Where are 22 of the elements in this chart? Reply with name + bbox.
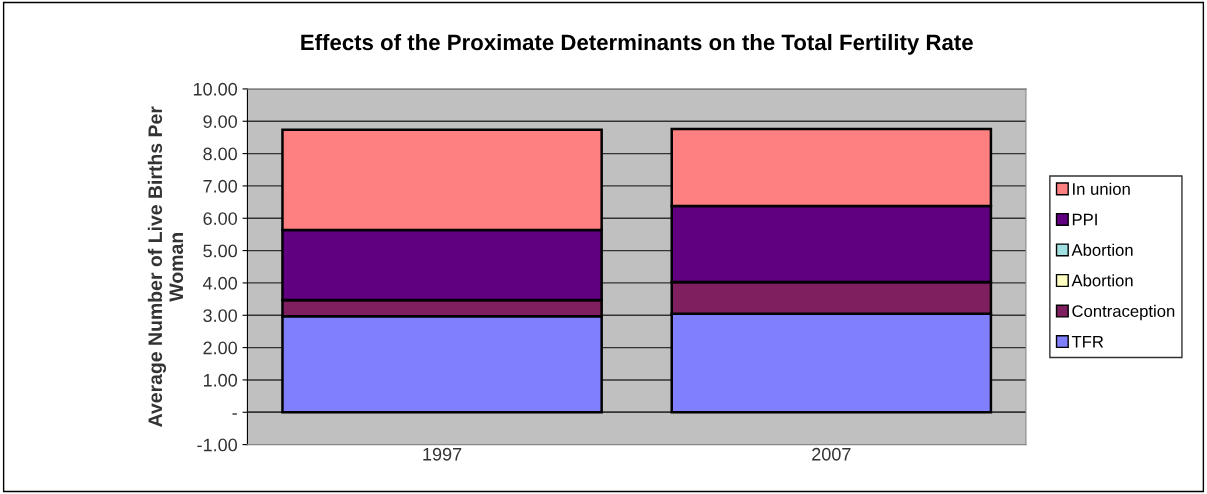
y-tick-label: 9.00	[203, 115, 238, 128]
y-tick-label: -	[232, 413, 237, 415]
y-tick-label: 4.00	[202, 276, 238, 290]
y-tick-label: 10.00	[193, 82, 238, 96]
y-tick-label: 6.00	[203, 212, 238, 225]
y-tick-label: 3.00	[203, 309, 238, 322]
y-tick-label: -1.00	[197, 438, 238, 452]
y-axis-title: Average Number of Live Births Per Woman	[147, 106, 184, 427]
x-tick-label: 2007	[812, 447, 851, 461]
legend-label: In union	[1073, 182, 1130, 195]
legend-label: Contraception	[1072, 304, 1175, 321]
legend-label: Abortion	[1071, 274, 1133, 287]
x-tick-label: 1997	[423, 447, 462, 461]
chart-title: Effects of the Proximate Determinants on the Total Fertility Rate	[301, 33, 973, 55]
y-tick-label: 7.00	[203, 179, 238, 193]
y-tick-label: 1.00	[203, 373, 238, 387]
y-tick-label: 5.00	[203, 244, 238, 258]
legend-label: Abortion	[1071, 243, 1133, 256]
y-tick-label: 2.00	[203, 341, 238, 355]
y-tick-label: 8.00	[203, 147, 238, 161]
legend-label: PPI	[1072, 213, 1097, 226]
legend-label: TFR	[1071, 335, 1104, 348]
